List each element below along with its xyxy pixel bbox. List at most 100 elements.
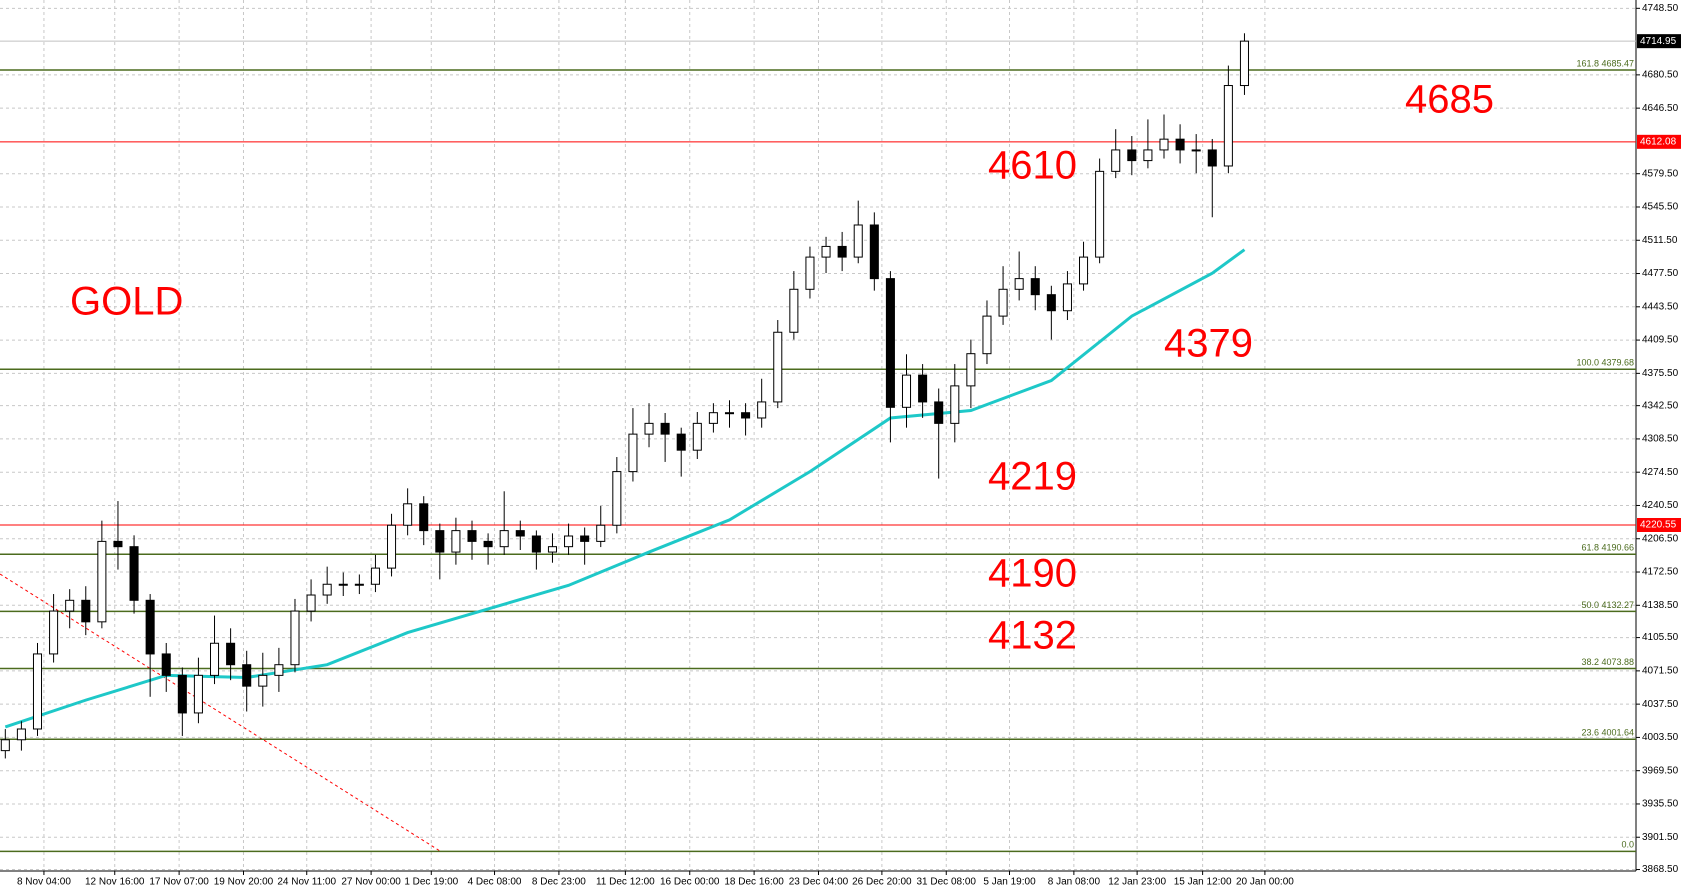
candle-body: [16, 728, 26, 741]
candle-body: [354, 583, 364, 586]
x-tick-label: 23 Dec 04:00: [789, 877, 849, 888]
fib-label: 0.0: [1621, 840, 1634, 850]
candle-body: [660, 422, 670, 435]
candle-body: [113, 540, 123, 548]
y-tick-label: 3969.50: [1642, 765, 1679, 776]
annotation: 4379: [1164, 322, 1253, 366]
candle-body: [564, 535, 574, 548]
candle-body: [612, 471, 622, 526]
candle-body: [1127, 149, 1137, 162]
candle-body: [676, 433, 686, 451]
candle-body: [435, 530, 445, 553]
candle-body: [853, 224, 863, 258]
x-tick-label: 19 Nov 20:00: [214, 877, 274, 888]
price-box-label: 4220.55: [1640, 520, 1677, 531]
y-tick-label: 3868.50: [1642, 864, 1679, 875]
x-tick-label: 15 Jan 12:00: [1174, 877, 1232, 888]
x-tick-label: 16 Dec 00:00: [660, 877, 720, 888]
candle-body: [129, 546, 139, 601]
y-tick-label: 4443.50: [1642, 301, 1679, 312]
y-tick-label: 4071.50: [1642, 666, 1679, 677]
candle-body: [1014, 278, 1024, 290]
fib-label: 23.6 4001.64: [1581, 728, 1634, 738]
candle-body: [757, 401, 767, 419]
candle-body: [1239, 40, 1249, 87]
fib-label: 50.0 4132.27: [1581, 600, 1634, 610]
trendline: [0, 573, 441, 852]
x-tick-label: 11 Dec 12:00: [596, 877, 655, 888]
candle-body: [209, 642, 220, 676]
candle-body: [580, 535, 590, 542]
x-tick-label: 18 Dec 16:00: [724, 877, 784, 888]
candle-body: [338, 583, 348, 586]
candle-body: [451, 530, 461, 553]
price-box: [1637, 517, 1681, 532]
candle-body: [628, 433, 638, 473]
x-tick-label: 8 Dec 23:00: [532, 877, 586, 888]
y-tick-label: 4511.50: [1642, 235, 1678, 246]
x-tick-label: 8 Jan 08:00: [1048, 877, 1101, 888]
annotation: 4610: [988, 144, 1077, 188]
candle-body: [1030, 278, 1040, 296]
candle-body: [65, 599, 75, 612]
moving-average: [4, 248, 1246, 729]
candle-body: [403, 503, 413, 526]
candle-body: [741, 412, 751, 419]
x-tick-label: 1 Dec 19:00: [404, 877, 458, 888]
candle-body: [692, 422, 702, 451]
candle-body: [869, 224, 879, 280]
candle-body: [226, 642, 236, 666]
y-tick-label: 4003.50: [1642, 732, 1679, 743]
y-tick-label: 4748.50: [1642, 3, 1679, 14]
candle-body: [1207, 149, 1217, 167]
candle-body: [387, 524, 397, 569]
annotation: GOLD: [70, 280, 183, 324]
candle-body: [1175, 138, 1185, 151]
candle-body: [1223, 85, 1233, 167]
y-tick-label: 4138.50: [1642, 600, 1679, 611]
candle-body: [724, 412, 735, 415]
annotation: 4219: [988, 455, 1077, 499]
candle-body: [789, 288, 799, 333]
candle-body: [1079, 256, 1089, 285]
fib-label: 38.2 4073.88: [1581, 657, 1634, 667]
candle-body: [274, 664, 284, 676]
y-tick-label: 3935.50: [1642, 799, 1679, 810]
candle-body: [885, 278, 895, 408]
candle-body: [0, 739, 10, 752]
annotation: 4190: [988, 552, 1077, 596]
candle-body: [483, 540, 493, 548]
price-box: [1637, 134, 1681, 149]
candle-body: [1095, 170, 1105, 258]
candle-body: [370, 567, 380, 585]
fib-label: 161.8 4685.47: [1576, 58, 1634, 68]
annotation: 4685: [1405, 78, 1494, 122]
candle-body: [290, 610, 300, 666]
candle-body: [644, 422, 654, 435]
candle-body: [242, 664, 252, 687]
y-tick-label: 4375.50: [1642, 368, 1679, 379]
candle-body: [950, 385, 960, 424]
candle-body: [547, 546, 557, 553]
annotation: 4132: [988, 614, 1077, 658]
candle-body: [1062, 283, 1072, 312]
x-tick-label: 4 Dec 08:00: [468, 877, 522, 888]
candle-body: [81, 599, 91, 623]
y-tick-label: 4342.50: [1642, 400, 1679, 411]
x-tick-label: 12 Nov 16:00: [85, 877, 145, 888]
candle-body: [49, 610, 59, 655]
candle-body: [97, 540, 107, 623]
candle-body: [596, 524, 606, 542]
candle-body: [419, 503, 429, 532]
candle-body: [161, 653, 171, 676]
x-tick-label: 8 Nov 04:00: [17, 877, 71, 888]
x-tick-label: 31 Dec 08:00: [917, 877, 977, 888]
y-tick-label: 4409.50: [1642, 335, 1679, 346]
candle-body: [1143, 149, 1153, 162]
y-tick-label: 4579.50: [1642, 168, 1679, 179]
candle-body: [934, 401, 944, 424]
x-tick-label: 20 Jan 00:00: [1236, 877, 1294, 888]
